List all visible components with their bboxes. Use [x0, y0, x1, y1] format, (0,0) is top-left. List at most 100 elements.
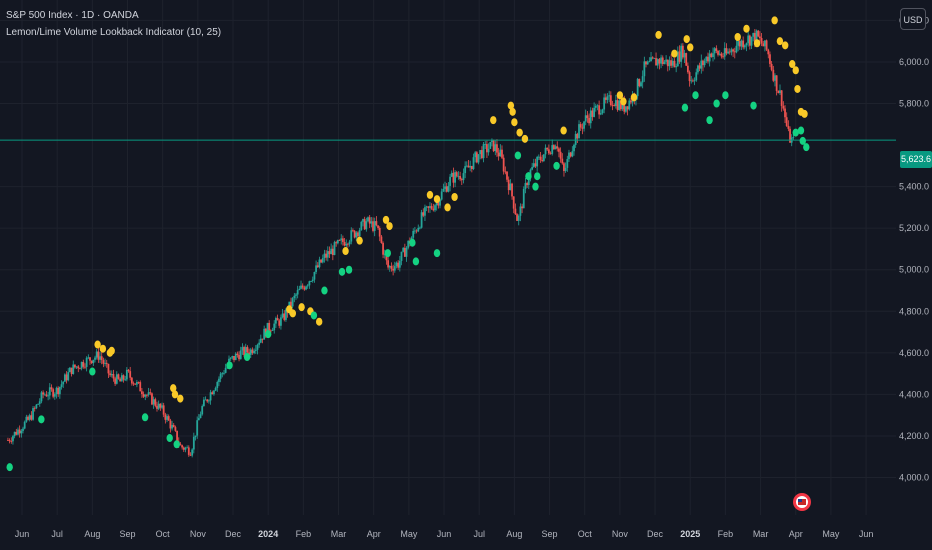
- candle-body: [765, 40, 768, 50]
- candle-body: [710, 53, 713, 57]
- candle-body: [653, 58, 656, 59]
- candle-body: [258, 342, 261, 345]
- lime-marker: [706, 116, 713, 125]
- lemon-marker: [794, 84, 801, 93]
- candle-body: [792, 137, 795, 138]
- candle-body: [38, 401, 41, 404]
- currency-button[interactable]: USD: [900, 8, 926, 30]
- us-flag-event-icon[interactable]: [792, 492, 812, 512]
- candle-body: [780, 90, 783, 106]
- candle-body: [115, 374, 118, 384]
- lemon-marker: [671, 49, 678, 58]
- candle-body: [320, 259, 323, 263]
- candle-body: [167, 416, 170, 421]
- candle-body: [608, 95, 611, 97]
- candle-body: [588, 118, 590, 124]
- candle-body: [707, 56, 709, 62]
- candle-body: [556, 146, 559, 149]
- candle-body: [306, 285, 309, 287]
- candle-body: [670, 60, 673, 66]
- candle-body: [139, 382, 142, 392]
- candle-body: [360, 221, 363, 231]
- lime-marker: [141, 413, 149, 422]
- candle-body: [432, 208, 435, 211]
- lemon-marker: [490, 116, 497, 125]
- candle-body: [124, 379, 127, 381]
- lime-marker: [173, 440, 180, 449]
- lemon-marker: [753, 39, 761, 48]
- candle-body: [365, 221, 368, 230]
- candle-body: [645, 61, 647, 65]
- lemon-marker: [177, 394, 184, 403]
- x-tick-label: 2025: [680, 529, 700, 539]
- lemon-marker: [433, 195, 441, 204]
- candle-body: [338, 240, 341, 241]
- candle-body: [67, 372, 70, 381]
- candle-body: [243, 347, 245, 356]
- candle-body: [501, 149, 503, 158]
- candle-body: [315, 265, 317, 272]
- candle-body: [516, 214, 518, 221]
- candle-body: [135, 382, 138, 385]
- candle-body: [380, 236, 383, 243]
- candle-body: [619, 100, 622, 110]
- candle-body: [172, 424, 175, 428]
- candle-body: [290, 301, 292, 307]
- candle-body: [341, 238, 344, 242]
- candle-body: [104, 362, 106, 364]
- candle-body: [248, 352, 250, 355]
- candle-body: [100, 356, 103, 361]
- candle-body: [162, 405, 165, 415]
- candle-body: [675, 66, 678, 68]
- candle-body: [663, 61, 666, 64]
- candle-body: [722, 56, 724, 58]
- candle-body: [477, 154, 480, 163]
- candle-body: [686, 65, 689, 73]
- candle-body: [454, 172, 456, 183]
- x-tick-label: Mar: [753, 529, 769, 539]
- lemon-marker: [99, 344, 107, 353]
- candle-body: [229, 357, 232, 359]
- candle-body: [626, 106, 629, 110]
- candle-body: [760, 38, 763, 44]
- y-tick-label: 5,000.0: [899, 265, 929, 275]
- candle-body: [397, 262, 400, 268]
- candle-body: [208, 400, 210, 402]
- lemon-marker: [108, 346, 115, 355]
- x-tick-label: Apr: [789, 529, 803, 539]
- candle-body: [509, 183, 512, 191]
- candle-body: [698, 65, 701, 69]
- candle-body: [499, 149, 502, 157]
- candle-body: [594, 105, 597, 108]
- lemon-marker: [509, 107, 516, 116]
- candle-body: [23, 421, 26, 429]
- candle-body: [48, 387, 51, 396]
- candle-body: [97, 351, 100, 360]
- candle-body: [764, 40, 766, 47]
- candle-body: [85, 357, 88, 367]
- candle-body: [318, 259, 321, 268]
- candle-body: [424, 207, 426, 216]
- candle-body: [149, 392, 152, 394]
- candle-body: [285, 309, 287, 320]
- candle-body: [110, 374, 113, 376]
- candle-body: [402, 247, 405, 252]
- candle-body: [127, 369, 130, 372]
- candle-body: [440, 191, 443, 200]
- candle-body: [204, 399, 207, 401]
- candle-body: [120, 375, 123, 382]
- candle-body: [740, 40, 743, 47]
- candle-body: [75, 366, 78, 368]
- candle-body: [52, 389, 55, 397]
- candle-body: [301, 285, 304, 288]
- candle-body: [598, 105, 601, 115]
- candle-body: [321, 258, 324, 263]
- candle-body: [62, 381, 65, 385]
- candle-body: [564, 167, 567, 171]
- candle-body: [415, 230, 418, 232]
- lime-marker: [797, 126, 805, 135]
- x-tick-label: Mar: [331, 529, 347, 539]
- lemon-marker: [342, 247, 349, 256]
- candle-body: [201, 406, 204, 415]
